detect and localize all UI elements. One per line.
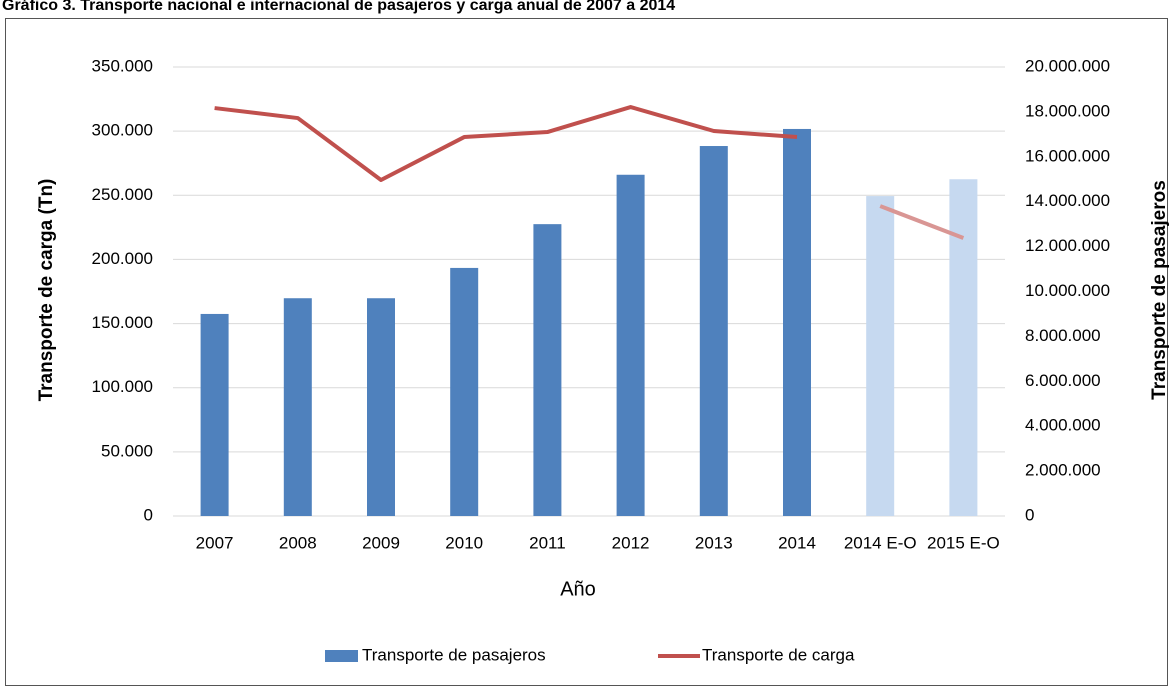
- x-tick-label: 2007: [196, 533, 234, 552]
- bar: [949, 179, 978, 516]
- y2-tick-label: 16.000.000: [1025, 146, 1110, 165]
- line: [879, 204, 965, 240]
- y2-tick-label: 20.000.000: [1025, 56, 1110, 75]
- y-tick-label: 0: [144, 505, 153, 524]
- legend-label: Transporte de pasajeros: [362, 645, 546, 664]
- y-axis-title: Transporte de carga (Tn): [36, 179, 57, 402]
- x-tick-label: 2015 E-O: [927, 533, 1000, 552]
- y2-tick-label: 10.000.000: [1025, 281, 1110, 300]
- bar: [450, 267, 479, 516]
- line: [214, 105, 798, 183]
- y-tick-label: 50.000: [101, 441, 153, 460]
- x-tick-label: 2014: [778, 533, 816, 552]
- y2-tick-label: 14.000.000: [1025, 191, 1110, 210]
- bar: [200, 313, 229, 516]
- x-tick-label: 2010: [445, 533, 483, 552]
- x-tick-label: 2009: [362, 533, 400, 552]
- y2-tick-label: 8.000.000: [1025, 326, 1101, 345]
- y2-tick-label: 12.000.000: [1025, 236, 1110, 255]
- bar: [533, 224, 562, 516]
- x-tick-label: 2013: [695, 533, 733, 552]
- y2-tick-label: 2.000.000: [1025, 461, 1101, 480]
- y2-tick-label: 0: [1025, 505, 1034, 524]
- chart-title: Gráfico 3. Transporte nacional e interna…: [2, 0, 675, 14]
- y2-tick-label: 18.000.000: [1025, 101, 1110, 120]
- legend-label: Transporte de carga: [702, 645, 855, 664]
- x-tick-label: 2008: [279, 533, 317, 552]
- y-tick-label: 300.000: [92, 121, 153, 140]
- bar: [367, 298, 395, 516]
- bar: [783, 128, 811, 516]
- y-tick-label: 250.000: [92, 185, 153, 204]
- y2-axis-title: Transporte de pasajeros: [1149, 180, 1170, 400]
- x-tick-label: 2012: [612, 533, 650, 552]
- x-axis-title: Año: [560, 578, 596, 600]
- y-tick-label: 350.000: [92, 56, 153, 75]
- legend-swatch: [325, 650, 358, 662]
- y-tick-label: 100.000: [92, 377, 153, 396]
- bar: [699, 146, 728, 517]
- y-tick-label: 200.000: [92, 249, 153, 268]
- bar: [866, 196, 895, 516]
- y-tick-label: 150.000: [92, 313, 153, 332]
- bar: [283, 298, 312, 516]
- y2-tick-label: 4.000.000: [1025, 416, 1101, 435]
- y2-tick-label: 6.000.000: [1025, 371, 1101, 390]
- x-tick-label: 2014 E-O: [844, 533, 917, 552]
- x-tick-label: 2011: [529, 533, 566, 552]
- bar: [616, 174, 645, 516]
